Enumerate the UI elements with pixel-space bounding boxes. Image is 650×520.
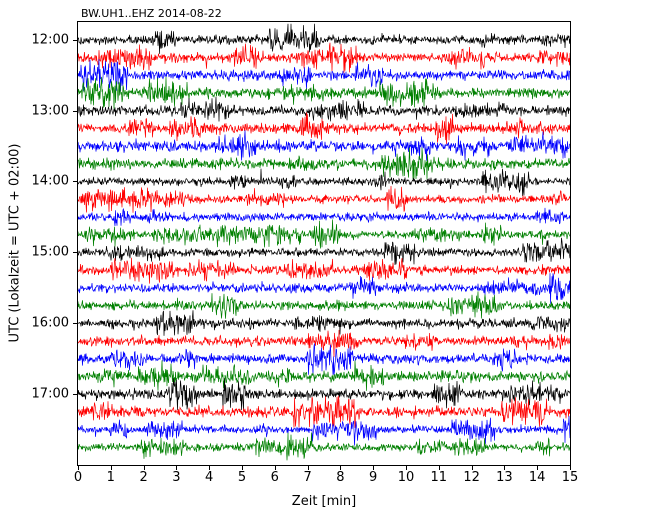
- x-tick-label: 4: [205, 470, 214, 485]
- waveform-trace-17:15: [78, 395, 570, 428]
- y-tick-label: 15:00: [31, 244, 69, 260]
- y-tick-mark: [73, 110, 77, 112]
- waveform-trace-12:45: [78, 76, 570, 109]
- waveform-trace-14:45: [78, 219, 570, 249]
- x-tick-mark: [504, 466, 506, 470]
- waveform-trace-13:30: [78, 130, 570, 161]
- y-tick-mark: [73, 323, 77, 325]
- x-tick-mark: [406, 466, 407, 470]
- waveform-trace-12:30: [78, 59, 570, 92]
- x-tick-label: 0: [73, 470, 83, 485]
- y-tick-label: 14:00: [31, 173, 69, 189]
- x-tick-mark: [537, 466, 539, 470]
- waveform-trace-15:15: [78, 257, 570, 284]
- x-tick-mark: [242, 466, 243, 470]
- waveform-trace-13:45: [78, 147, 570, 180]
- x-tick-label: 10: [397, 470, 415, 485]
- x-axis-label: Zeit [min]: [291, 494, 357, 509]
- x-tick-label: 12: [463, 470, 480, 485]
- x-tick-label: 6: [270, 470, 279, 485]
- x-tick-mark: [307, 466, 309, 470]
- x-tick-label: 3: [172, 470, 181, 485]
- x-tick-mark: [570, 466, 571, 470]
- waveform-trace-13:00: [78, 96, 570, 122]
- waveform-trace-16:15: [78, 329, 570, 358]
- y-tick-mark: [73, 181, 77, 183]
- x-tick-mark: [143, 466, 145, 470]
- x-tick-mark: [471, 466, 473, 470]
- x-tick-label: 9: [369, 470, 378, 485]
- waveform-trace-16:30: [78, 343, 570, 375]
- x-tick-label: 7: [303, 470, 312, 485]
- waveform-trace-14:30: [78, 207, 570, 227]
- waveform-trace-15:45: [78, 291, 570, 319]
- y-tick-label: 16:00: [31, 315, 69, 331]
- waveform-trace-12:00: [78, 23, 570, 54]
- y-tick-mark: [73, 39, 77, 41]
- x-tick-label: 14: [528, 470, 546, 485]
- y-axis-label: UTC (Lokalzeit = UTC + 02:00): [7, 143, 23, 343]
- x-tick-label: 2: [139, 470, 148, 485]
- waveform-traces: [78, 23, 570, 461]
- waveform-trace-14:00: [78, 168, 570, 197]
- x-tick-label: 11: [430, 470, 448, 485]
- y-tick-label: 17:00: [31, 386, 69, 402]
- x-tick-mark: [340, 466, 342, 470]
- y-tick-label: 13:00: [31, 103, 69, 119]
- waveform-trace-16:45: [78, 360, 570, 391]
- x-tick-mark: [274, 466, 276, 470]
- waveform-trace-14:15: [78, 185, 570, 213]
- x-tick-label: 5: [237, 470, 247, 485]
- x-tick-label: 13: [496, 470, 513, 485]
- y-tick-mark: [73, 394, 77, 396]
- waveform-trace-13:15: [78, 112, 570, 145]
- waveform-trace-15:30: [78, 273, 570, 304]
- y-tick-mark: [73, 252, 77, 254]
- waveform-trace-17:00: [78, 378, 570, 411]
- waveform-trace-17:30: [78, 415, 570, 446]
- x-tick-mark: [209, 466, 211, 470]
- waveform-trace-12:15: [78, 42, 570, 73]
- y-tick-label: 12:00: [31, 32, 69, 48]
- x-tick-label: 8: [336, 470, 345, 485]
- x-tick-label: 1: [106, 470, 115, 485]
- plot-title: BW.UH1..EHZ 2014-08-22: [81, 7, 222, 20]
- x-tick-mark: [176, 466, 178, 470]
- waveform-trace-16:00: [78, 310, 570, 336]
- waveform-trace-17:45: [78, 432, 570, 461]
- x-tick-label: 15: [561, 470, 579, 485]
- waveform-trace-15:00: [78, 237, 570, 266]
- x-tick-mark: [373, 466, 375, 470]
- x-tick-mark: [438, 466, 440, 470]
- x-tick-mark: [110, 466, 112, 470]
- plot-area: [77, 21, 571, 466]
- x-tick-mark: [78, 466, 79, 470]
